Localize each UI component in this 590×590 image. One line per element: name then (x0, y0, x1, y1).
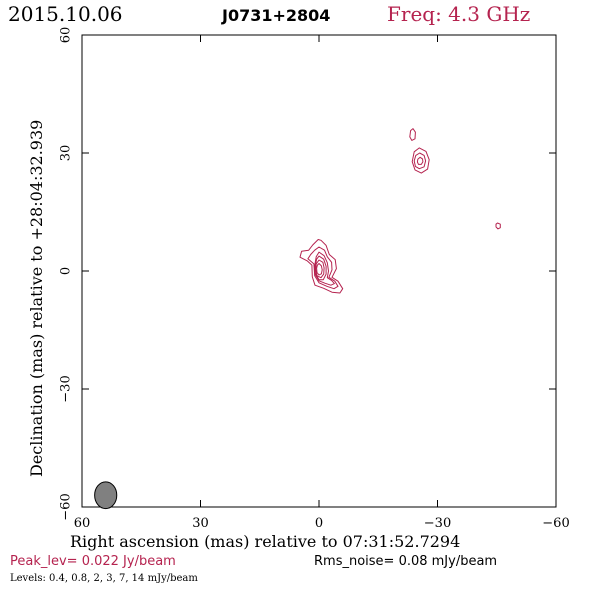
levels-text: Levels: 0.4, 0.8, 2, 3, 7, 14 mJy/beam (10, 573, 198, 584)
plot-frame (81, 34, 557, 508)
source-name: J0731+2804 (222, 6, 331, 25)
contour-layer (299, 128, 501, 294)
x-tick-label: −60 (542, 516, 569, 531)
x-tick-label: −30 (424, 516, 451, 531)
x-tick-label: 0 (315, 516, 323, 531)
contour-core-level-5 (315, 259, 325, 279)
contour-jet-knot-level-3 (416, 156, 424, 165)
axis-ticks (81, 34, 557, 508)
y-tick-label: −60 (59, 493, 74, 520)
y-axis-label: Declination (mas) relative to +28:04:32.… (27, 119, 46, 477)
rms-noise-text: Rms_noise= 0.08 mJy/beam (314, 554, 498, 569)
beam-layer (94, 481, 118, 510)
contour-core-level-2 (307, 246, 339, 290)
contour-core-level-1 (299, 239, 344, 294)
contour-jet-knot-level-1 (411, 147, 430, 174)
y-tick-label: −30 (59, 375, 74, 402)
contour-blob-n-level-1 (409, 128, 416, 141)
contour-core-level-6 (316, 263, 323, 276)
y-tick-label: 0 (59, 267, 74, 275)
frequency-label: Freq: 4.3 GHz (387, 2, 531, 26)
y-tick-label: 60 (59, 27, 74, 44)
axis-tick-labels: 60 30 0 −30 −60 −60 −30 0 30 60 (59, 27, 570, 531)
peak-level-text: Peak_lev= 0.022 Jy/beam (10, 554, 176, 569)
contour-blob-e-level-1 (495, 222, 501, 230)
x-tick-label: 30 (192, 516, 209, 531)
contour-core-level-4 (314, 255, 327, 281)
beam-ellipse (94, 481, 118, 510)
x-axis-label: Right ascension (mas) relative to 07:31:… (70, 532, 461, 551)
contour-jet-knot-level-2 (413, 152, 427, 170)
y-tick-label: 30 (59, 145, 74, 162)
observation-date: 2015.10.06 (8, 2, 123, 26)
x-tick-label: 60 (74, 516, 91, 531)
